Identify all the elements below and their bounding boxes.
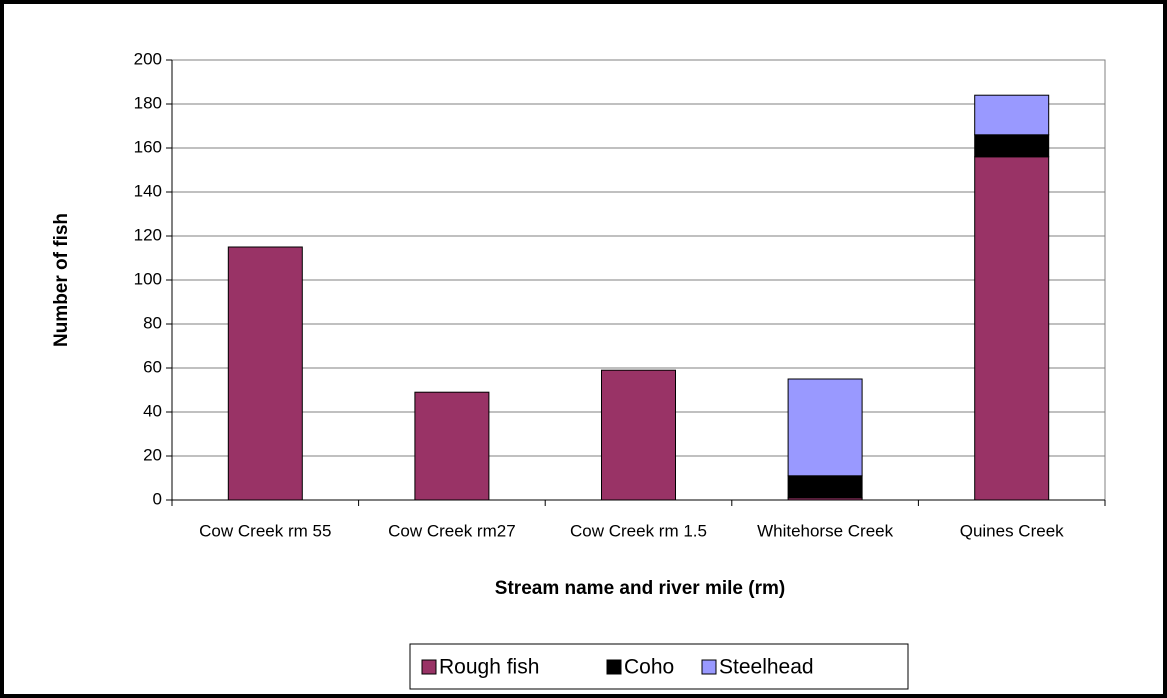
legend-label: Steelhead (719, 656, 814, 679)
bar-segment (227, 246, 303, 501)
y-tick-label: 120 (134, 225, 162, 244)
bar-segment (787, 378, 863, 477)
bar-segment (601, 369, 676, 501)
legend-swatch (701, 659, 717, 675)
y-tick-label: 100 (134, 269, 162, 288)
x-tick-label: Cow Creek rm 1.5 (570, 521, 707, 540)
bar-segment (414, 391, 490, 501)
x-tick-label: Cow Creek rm 55 (199, 521, 331, 540)
legend-label: Coho (624, 656, 674, 679)
x-tick-label: Cow Creek rm27 (388, 521, 516, 540)
y-tick-label: 40 (143, 401, 162, 420)
x-tick-label: Quines Creek (960, 521, 1064, 540)
legend-box (409, 643, 909, 690)
legend-label: Rough fish (439, 656, 539, 679)
y-tick-label: 60 (143, 357, 162, 376)
bar-segment (974, 94, 1050, 136)
legend-swatch (606, 659, 622, 675)
bar-segment (974, 156, 1050, 501)
y-tick-label: 160 (134, 137, 162, 156)
x-tick-label: Whitehorse Creek (757, 521, 894, 540)
bar-segment (787, 475, 863, 499)
y-tick-label: 0 (153, 489, 162, 508)
bar-segment (974, 134, 1050, 158)
y-axis-title: Number of fish (51, 213, 72, 347)
y-tick-label: 200 (134, 49, 162, 68)
y-tick-label: 80 (143, 313, 162, 332)
y-tick-label: 140 (134, 181, 162, 200)
legend-swatch (421, 659, 437, 675)
x-axis-title: Stream name and river mile (rm) (495, 578, 785, 599)
y-tick-label: 20 (143, 445, 162, 464)
y-tick-label: 180 (134, 93, 162, 112)
